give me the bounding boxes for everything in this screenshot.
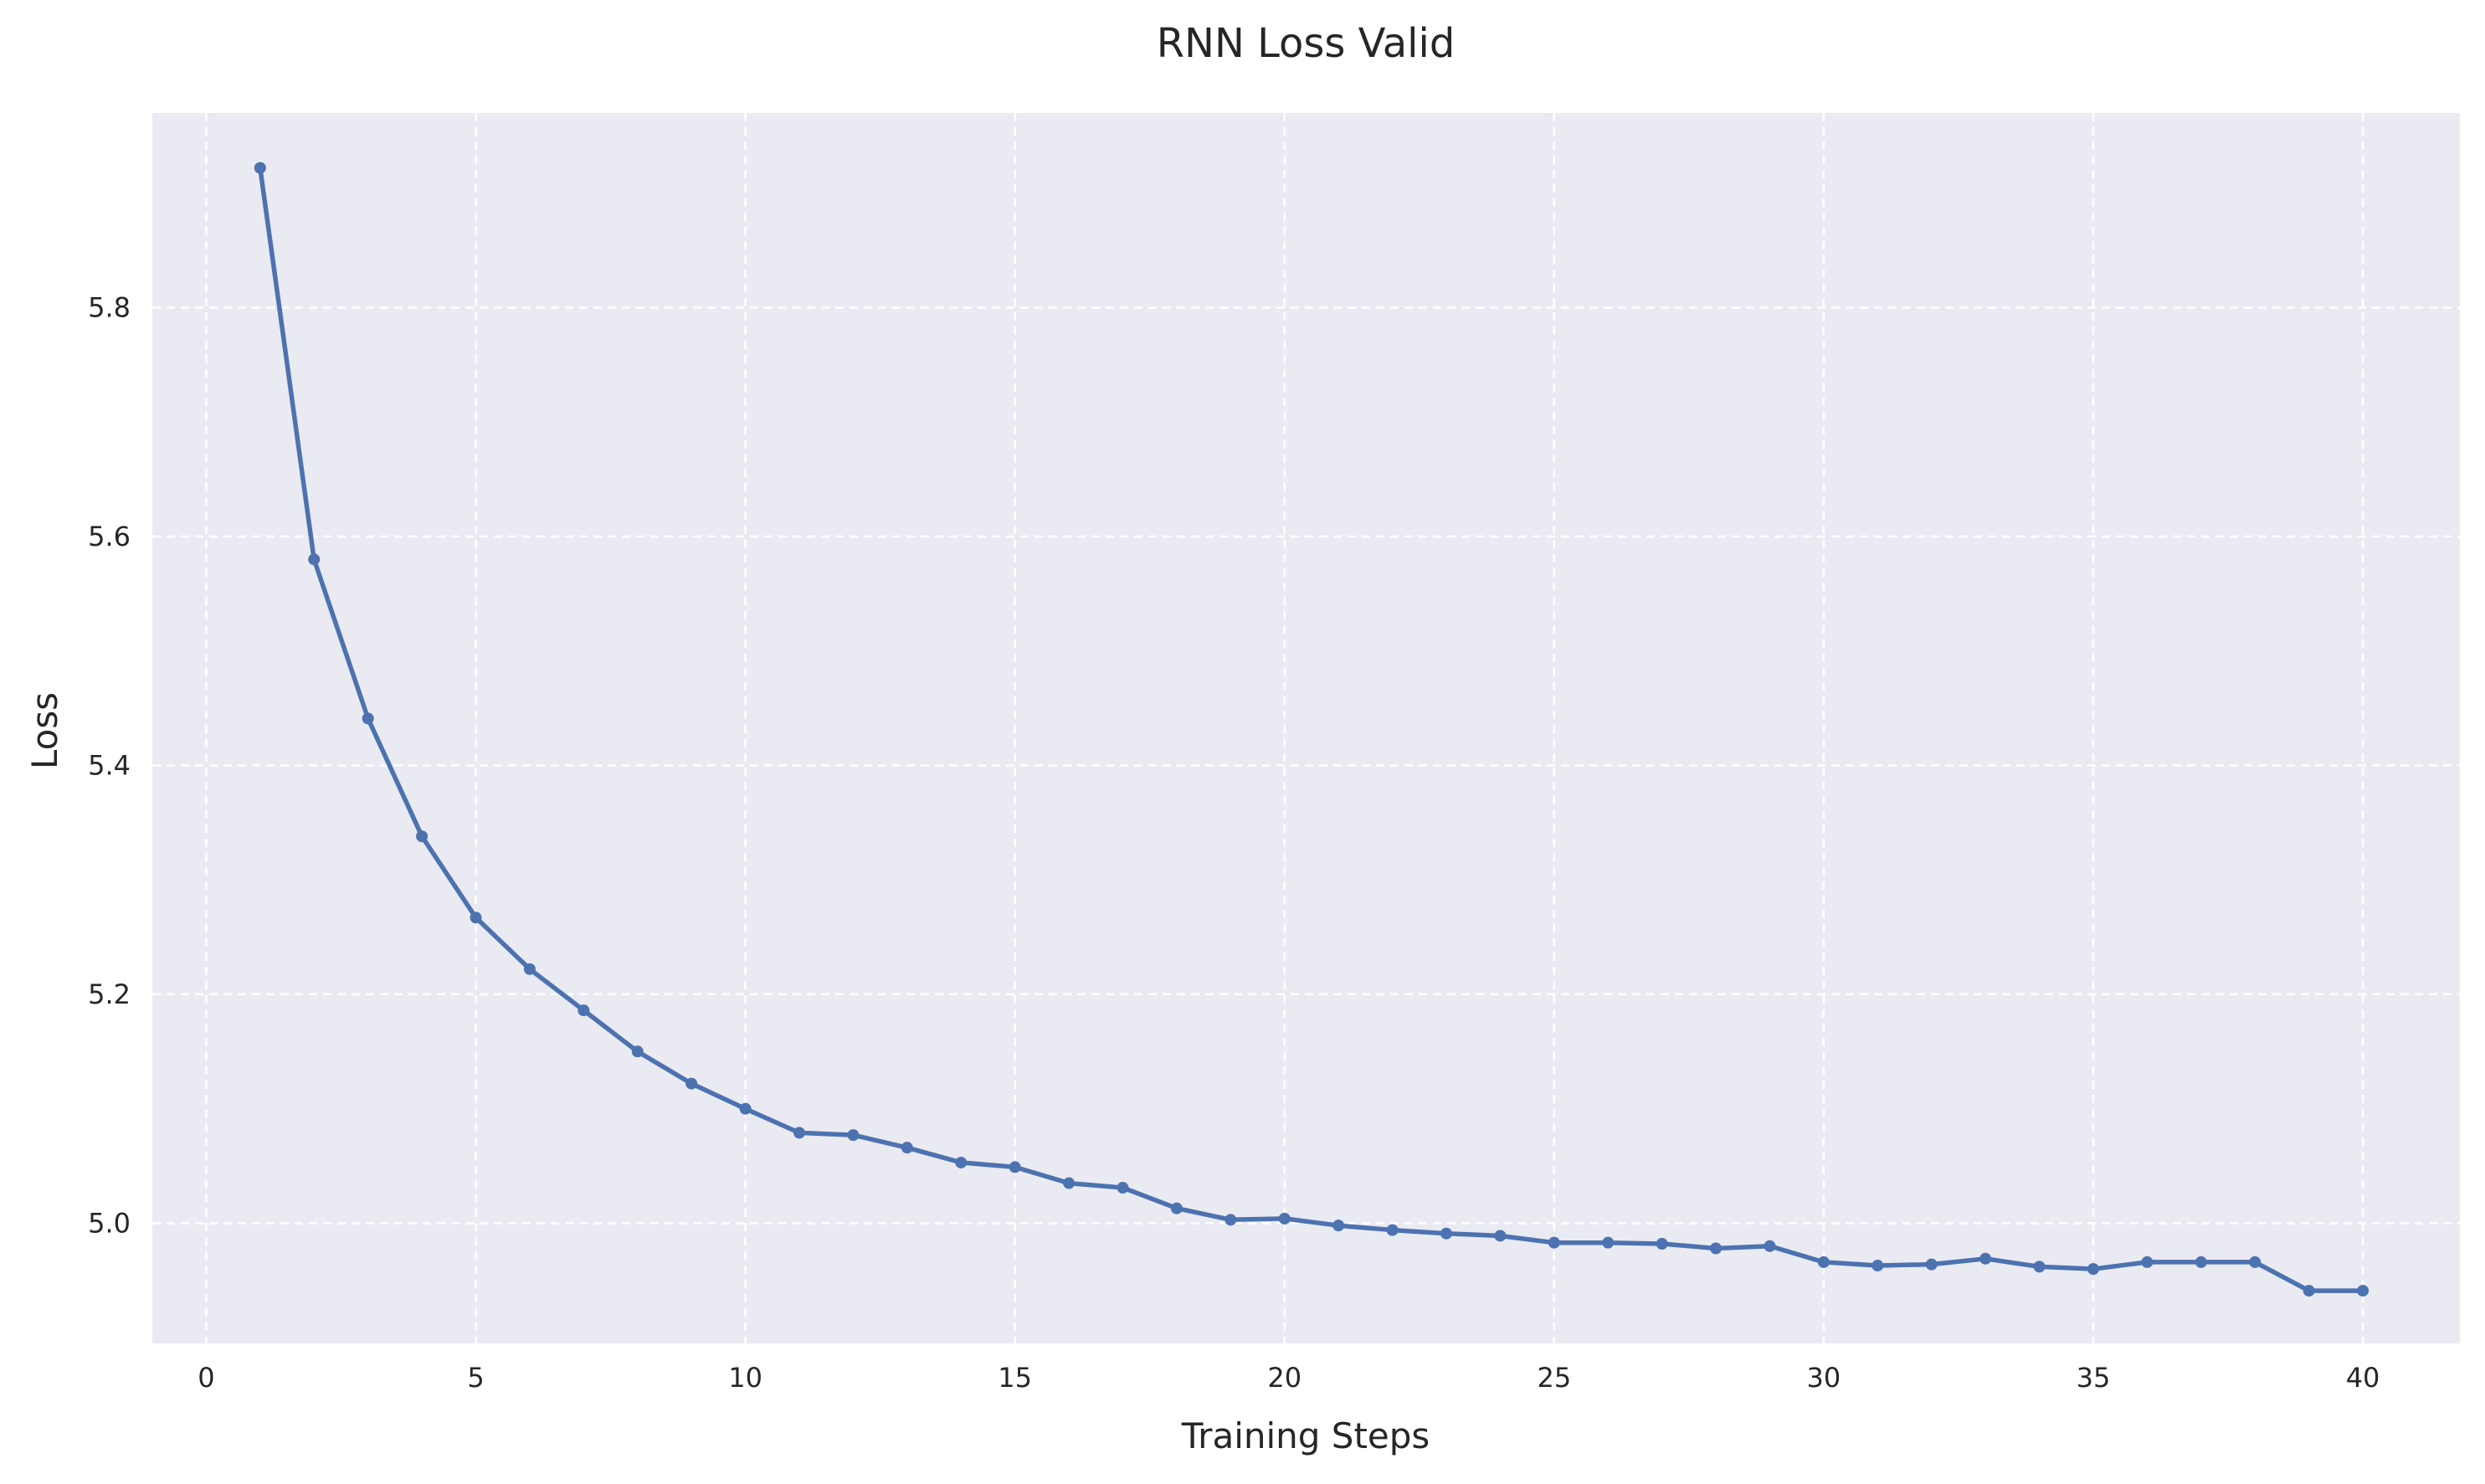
data-point — [523, 963, 536, 975]
y-tick-label: 5.0 — [88, 1207, 131, 1239]
data-point — [470, 911, 482, 924]
x-tick-label: 40 — [2346, 1362, 2380, 1394]
x-tick-label: 0 — [198, 1362, 214, 1394]
x-tick-label: 10 — [728, 1362, 762, 1394]
data-point — [1494, 1230, 1507, 1242]
data-point — [685, 1077, 698, 1090]
data-point — [1871, 1260, 1884, 1272]
data-point — [1817, 1255, 1830, 1268]
data-point — [2249, 1255, 2262, 1268]
data-point — [1710, 1242, 1723, 1255]
plot-background — [152, 113, 2460, 1343]
data-point — [2357, 1285, 2369, 1297]
data-point — [2141, 1255, 2154, 1268]
data-point — [1925, 1258, 1938, 1271]
x-tick-label: 25 — [1537, 1362, 1571, 1394]
y-tick-label: 5.8 — [88, 291, 131, 323]
data-point — [2303, 1285, 2315, 1297]
data-point — [578, 1004, 590, 1017]
data-point — [1440, 1227, 1452, 1240]
data-point — [1009, 1161, 1021, 1173]
y-tick-label: 5.6 — [88, 521, 131, 552]
data-point — [631, 1045, 644, 1058]
data-point — [1602, 1236, 1615, 1249]
x-tick-label: 30 — [1807, 1362, 1841, 1394]
data-point — [416, 830, 429, 843]
data-point — [1386, 1224, 1399, 1236]
x-axis-label: Training Steps — [1181, 1415, 1430, 1456]
data-point — [1117, 1182, 1129, 1194]
data-point — [1225, 1214, 1237, 1226]
data-point — [1656, 1238, 1668, 1250]
x-tick-label: 5 — [467, 1362, 484, 1394]
data-point — [2087, 1263, 2099, 1276]
data-point — [847, 1129, 860, 1142]
y-tick-label: 5.4 — [88, 749, 131, 781]
data-point — [955, 1156, 968, 1168]
data-point — [1764, 1240, 1776, 1252]
data-point — [2195, 1255, 2207, 1268]
series-layer — [254, 162, 2369, 1297]
grid-lines — [152, 113, 2460, 1343]
data-point — [254, 162, 266, 174]
data-point — [1278, 1212, 1291, 1225]
data-point — [1979, 1252, 1992, 1265]
x-tick-label: 15 — [998, 1362, 1032, 1394]
data-point — [362, 712, 374, 725]
x-tick-label: 35 — [2077, 1362, 2111, 1394]
data-point — [2033, 1261, 2046, 1273]
y-tick-labels: 5.0 5.2 5.4 5.6 5.8 — [88, 291, 131, 1239]
series-line — [258, 165, 2365, 1293]
x-tick-labels: 0 5 10 15 20 25 30 35 40 — [198, 1362, 2380, 1394]
data-point — [1170, 1202, 1183, 1214]
y-tick-label: 5.2 — [88, 978, 131, 1010]
chart-title: RNN Loss Valid — [1157, 20, 1456, 67]
data-point — [1332, 1220, 1345, 1232]
data-point — [1063, 1177, 1076, 1189]
data-point — [739, 1102, 752, 1115]
data-point — [793, 1127, 805, 1139]
data-point — [1548, 1236, 1560, 1249]
x-tick-label: 20 — [1267, 1362, 1302, 1394]
y-axis-label: Loss — [24, 692, 65, 769]
data-point — [901, 1142, 913, 1154]
data-point — [308, 553, 321, 566]
